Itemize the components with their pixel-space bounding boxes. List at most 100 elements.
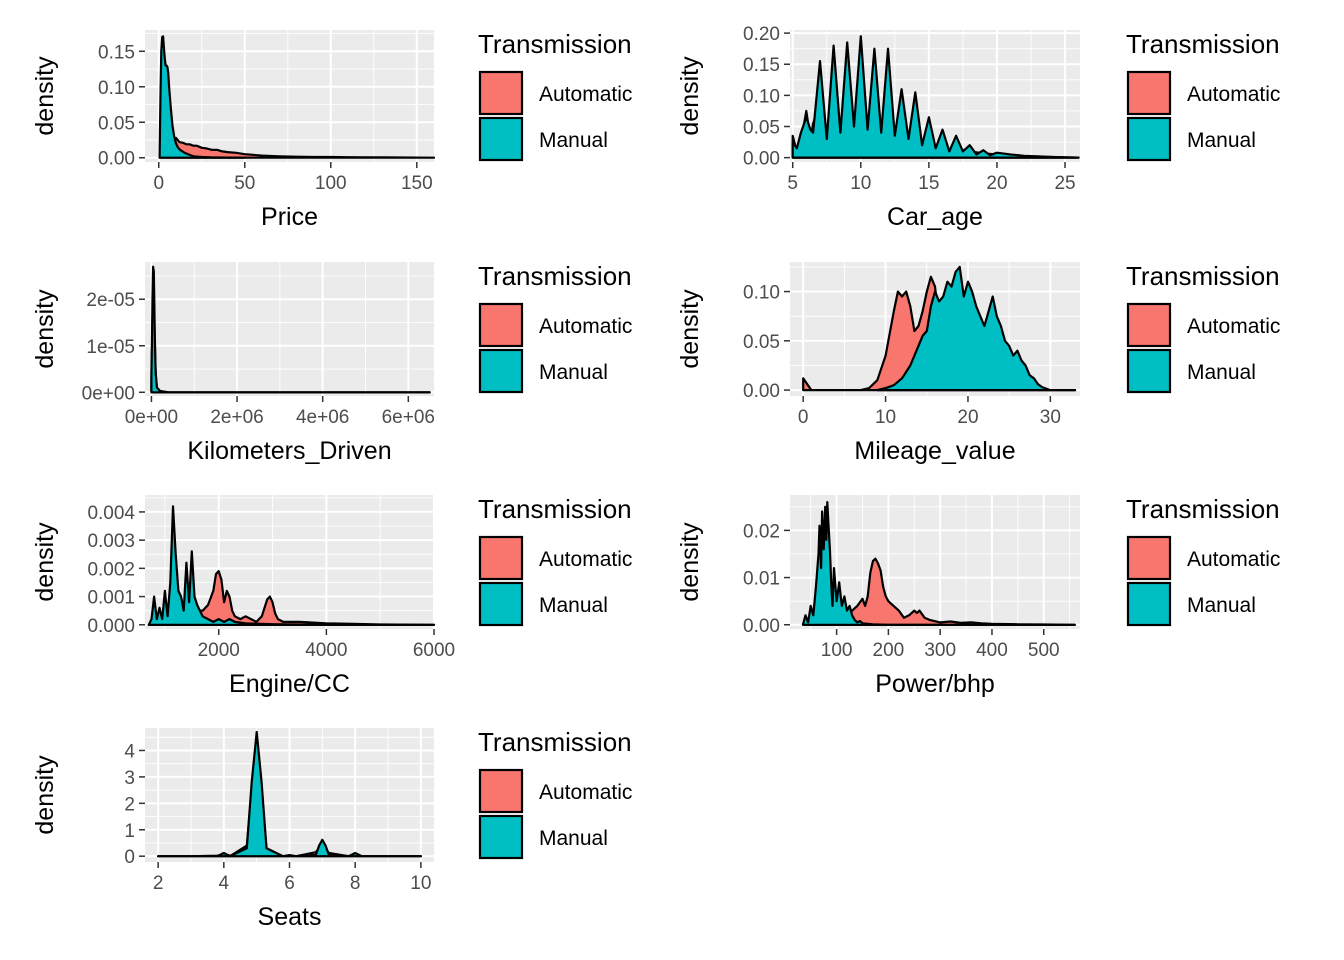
- legend-title: Transmission: [478, 727, 632, 757]
- x-tick-label: 6e+06: [382, 407, 435, 428]
- density-area-manual: [158, 35, 246, 159]
- legend-label: Manual: [539, 827, 608, 850]
- legend: Transmission Automatic Manual: [1126, 261, 1280, 394]
- y-tick-label: 0.00: [743, 149, 780, 170]
- density-panel-3: 0e+00 2e+06 4e+06 6e+06 0e+00 1e-05 2e-05 Kilom…: [31, 261, 632, 465]
- x-tick-label: 10: [410, 873, 431, 894]
- x-tick-label: 2e+06: [210, 407, 263, 428]
- x-tick-label: 0: [153, 173, 164, 194]
- x-tick-label: 25: [1054, 173, 1075, 194]
- legend: Transmission Automatic Manual: [478, 494, 632, 627]
- y-tick-label: 0.003: [87, 531, 135, 552]
- legend-key-manual: [1126, 348, 1172, 394]
- x-tick-label: 20: [986, 173, 1007, 194]
- x-tick-label: 0e+00: [125, 407, 178, 428]
- y-tick-label: 2: [124, 794, 135, 815]
- y-tick-label: 1: [124, 821, 135, 842]
- y-tick-label: 0: [124, 847, 135, 868]
- legend: Transmission Automatic Manual: [478, 727, 632, 860]
- y-tick-label: 0.10: [743, 283, 780, 304]
- legend-key-manual: [1126, 116, 1172, 162]
- x-tick-label: 10: [850, 173, 871, 194]
- legend-key-automatic: [478, 768, 524, 814]
- y-tick-label: 2e-05: [86, 290, 135, 311]
- x-tick-label: 10: [875, 407, 896, 428]
- y-axis-title: density: [31, 755, 59, 835]
- legend-label: Automatic: [1187, 83, 1280, 106]
- y-tick-label: 0.001: [87, 588, 135, 609]
- legend: Transmission Automatic Manual: [478, 29, 632, 162]
- legend-label: Automatic: [1187, 315, 1280, 338]
- density-panel-5: 2000 4000 6000 0.000 0.001 0.002 0.003 0.004 Eng…: [31, 494, 632, 698]
- x-axis-title: Engine/CC: [229, 670, 350, 698]
- x-tick-label: 4e+06: [296, 407, 349, 428]
- x-tick-label: 500: [1028, 640, 1060, 661]
- x-tick-label: 6000: [413, 640, 455, 661]
- x-tick-label: 50: [234, 173, 255, 194]
- y-tick-label: 0.05: [98, 113, 135, 134]
- legend-title: Transmission: [478, 29, 632, 59]
- x-tick-label: 150: [401, 173, 433, 194]
- legend-label: Automatic: [539, 548, 632, 571]
- y-tick-label: 3: [124, 768, 135, 789]
- density-area-manual: [801, 501, 1076, 626]
- y-axis-title: density: [676, 56, 704, 136]
- x-axis-title: Kilometers_Driven: [187, 437, 391, 465]
- x-tick-label: 2000: [198, 640, 240, 661]
- y-tick-label: 0.15: [98, 42, 135, 63]
- x-tick-label: 20: [957, 407, 978, 428]
- x-tick-label: 0: [798, 407, 809, 428]
- legend-title: Transmission: [478, 494, 632, 524]
- y-tick-label: 0.15: [743, 55, 780, 76]
- legend-title: Transmission: [1126, 29, 1280, 59]
- y-axis-title: density: [31, 56, 59, 136]
- x-tick-label: 4: [219, 873, 230, 894]
- density-area-manual: [147, 505, 436, 626]
- legend: Transmission Automatic Manual: [478, 261, 632, 394]
- legend-title: Transmission: [1126, 261, 1280, 291]
- legend-label: Manual: [539, 361, 608, 384]
- y-tick-label: 0.004: [87, 503, 135, 524]
- x-axis-title: Power/bhp: [875, 670, 995, 698]
- legend-key-manual: [478, 348, 524, 394]
- legend-key-automatic: [478, 302, 524, 348]
- legend: Transmission Automatic Manual: [1126, 494, 1280, 627]
- y-tick-label: 0.10: [743, 86, 780, 107]
- y-tick-label: 0.00: [743, 381, 780, 402]
- legend-key-automatic: [1126, 302, 1172, 348]
- y-axis-title: density: [31, 289, 59, 369]
- panel-background: [145, 262, 434, 396]
- x-tick-label: 6: [284, 873, 295, 894]
- density-area-manual: [150, 265, 431, 394]
- x-tick-label: 300: [924, 640, 956, 661]
- x-tick-label: 100: [821, 640, 853, 661]
- y-tick-label: 0.00: [98, 149, 135, 170]
- y-tick-label: 0.10: [98, 78, 135, 99]
- density-area-automatic: [804, 557, 1076, 626]
- legend-label: Automatic: [1187, 548, 1280, 571]
- legend-key-automatic: [478, 535, 524, 581]
- y-tick-label: 0.02: [743, 521, 780, 542]
- density-panel-7: 2 4 6 8 10 0 1 2 3 4 Seats density Transmission Autom…: [31, 727, 632, 931]
- y-axis-title: density: [676, 289, 704, 369]
- legend-title: Transmission: [478, 261, 632, 291]
- legend-key-manual: [478, 814, 524, 860]
- y-tick-label: 0.20: [743, 24, 780, 45]
- density-panel-2: 5 10 15 20 25 0.00 0.05 0.10 0.15 0.20 Car_age dens…: [676, 24, 1280, 231]
- legend-key-automatic: [1126, 535, 1172, 581]
- y-axis-title: density: [31, 522, 59, 602]
- density-panel-1: 0 50 100 150 0.00 0.05 0.10 0.15 Price density Tra…: [31, 29, 632, 231]
- density-panel-6: 100 200 300 400 500 0.00 0.01 0.02 Power/bhp dens…: [676, 494, 1280, 698]
- y-tick-label: 1e-05: [86, 337, 135, 358]
- x-tick-label: 4000: [305, 640, 347, 661]
- density-area-manual: [791, 35, 1080, 159]
- x-tick-label: 100: [315, 173, 347, 194]
- x-axis-title: Car_age: [887, 203, 983, 231]
- y-tick-label: 0.05: [743, 118, 780, 139]
- y-tick-label: 0.002: [87, 559, 135, 580]
- legend: Transmission Automatic Manual: [1126, 29, 1280, 162]
- legend-label: Manual: [539, 129, 608, 152]
- x-tick-label: 400: [976, 640, 1008, 661]
- legend-title: Transmission: [1126, 494, 1280, 524]
